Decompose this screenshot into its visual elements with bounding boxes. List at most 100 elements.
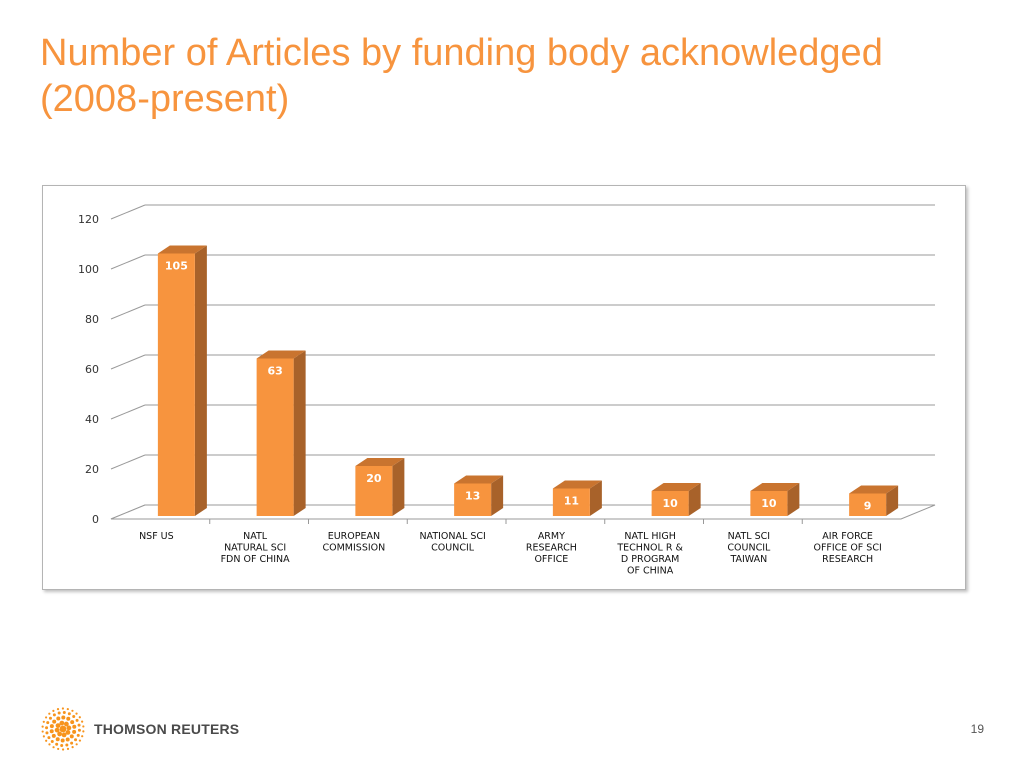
x-category-label-line: COMMISSION [322, 543, 385, 554]
logo-dot [60, 738, 65, 743]
bar-side [491, 475, 504, 516]
bar-top [256, 350, 306, 359]
logo-dot [81, 720, 84, 723]
logo-dot [61, 707, 65, 710]
y-tick-label: 20 [85, 463, 99, 476]
x-category-label-line: ARMY [538, 531, 565, 542]
y-tick-label: 40 [85, 413, 99, 426]
logo-dot [55, 737, 60, 742]
bar-side [688, 483, 701, 516]
logo-dot [70, 741, 74, 745]
logo-dot [67, 712, 71, 716]
logo-dot [82, 730, 85, 733]
logo-dot [42, 735, 45, 738]
logo-dot [75, 743, 78, 746]
logo-dot [61, 748, 65, 751]
logo-dot [46, 721, 50, 725]
data-label: 10 [662, 497, 678, 510]
bar [750, 491, 788, 516]
x-category-label-line: TECHNOL R & [616, 543, 683, 554]
logo-dot [71, 746, 74, 749]
x-category-label-line: TAIWAN [729, 554, 767, 565]
logo-dot [55, 723, 61, 729]
x-category-label: AIR FORCE OFFICE OF SCI RESEARCH [813, 531, 881, 565]
logo-dot [77, 723, 81, 727]
slide-title: Number of Articles by funding body ackno… [40, 32, 883, 120]
logo-dot [59, 725, 67, 733]
logo-dot [61, 732, 67, 738]
bar-top [750, 483, 800, 491]
bar-top [157, 245, 207, 254]
logo-dot [71, 709, 74, 712]
logo-dot [66, 716, 71, 721]
logo-dot [57, 747, 60, 751]
logo-dot [54, 727, 60, 733]
logo-dot [69, 734, 74, 739]
x-category-label-line: NATL HIGH [624, 531, 675, 542]
gridline-diagonal [110, 454, 146, 470]
logo-dot [48, 712, 51, 715]
bar-chart: 0 20 40 60 80 100 120 105 NSF US 63 NATL NATURAL SC… [78, 204, 936, 577]
logo-dot [57, 731, 63, 737]
logo-dot [82, 725, 85, 728]
logo-dot [45, 731, 49, 735]
logo-dot [50, 740, 54, 744]
logo-dot [62, 711, 66, 715]
logo-dot [48, 743, 51, 746]
x-category-label-line: NATL SCI [728, 531, 770, 542]
logo-dot [66, 747, 70, 750]
x-category-label-line: NSF US [139, 531, 174, 542]
logo-dot [49, 724, 54, 729]
x-category-label-line: COUNCIL [727, 543, 771, 554]
logo-dot [74, 738, 78, 742]
data-label: 13 [465, 490, 480, 503]
logo-dot [66, 707, 69, 711]
x-category-label-line: COUNCIL [431, 543, 475, 554]
data-label: 63 [267, 365, 282, 378]
logo-dot [45, 726, 49, 730]
logo-dot [45, 739, 48, 742]
logo-text: THOMSON REUTERS [94, 721, 240, 737]
logo-dot [75, 712, 78, 715]
y-tick-label: 0 [92, 513, 99, 526]
logo-dot [41, 730, 44, 733]
y-tick-label: 60 [85, 363, 99, 376]
y-tick-label: 100 [78, 263, 99, 276]
logo-dot [65, 743, 69, 747]
gridline-diagonal [110, 254, 146, 270]
logo-dot [51, 733, 56, 738]
gridline-diagonal [110, 204, 146, 220]
logo-dot [57, 711, 61, 715]
logo-dot [60, 743, 64, 747]
bar [454, 483, 492, 516]
gridline-diagonal [110, 404, 146, 420]
x-category-label-line: AIR FORCE [822, 531, 873, 542]
logo-dot [78, 716, 81, 719]
x-category-label: ARMY RESEARCH OFFICE [526, 531, 577, 565]
logo-dot [47, 736, 51, 740]
thomson-reuters-logo: THOMSON REUTERS [40, 706, 239, 752]
x-category-label-line: RESEARCH [526, 543, 577, 554]
x-category-label-line: NATIONAL SCI [419, 531, 485, 542]
logo-dot [44, 716, 48, 719]
logo-dot [52, 713, 56, 717]
bar-side [293, 350, 306, 516]
data-label: 11 [564, 495, 579, 508]
x-category-label: NATL NATURAL SCI FDN OF CHINA [221, 531, 291, 565]
logo-dot [55, 742, 59, 746]
logo-dot [72, 724, 77, 729]
bar [849, 493, 887, 516]
bar-side [886, 485, 899, 516]
page-number: 19 [970, 722, 984, 736]
logo-dot [42, 720, 45, 723]
logo-dot [56, 708, 60, 711]
bar [552, 488, 590, 516]
logo-dot [72, 729, 77, 734]
data-label: 9 [864, 500, 872, 513]
logo-dot [41, 725, 44, 728]
logo-dot [72, 714, 76, 718]
x-category-label-line: OFFICE OF SCI [813, 543, 881, 554]
x-category-label-line: EUROPEAN [328, 531, 380, 542]
bar-side [194, 245, 207, 516]
bar [256, 358, 294, 516]
